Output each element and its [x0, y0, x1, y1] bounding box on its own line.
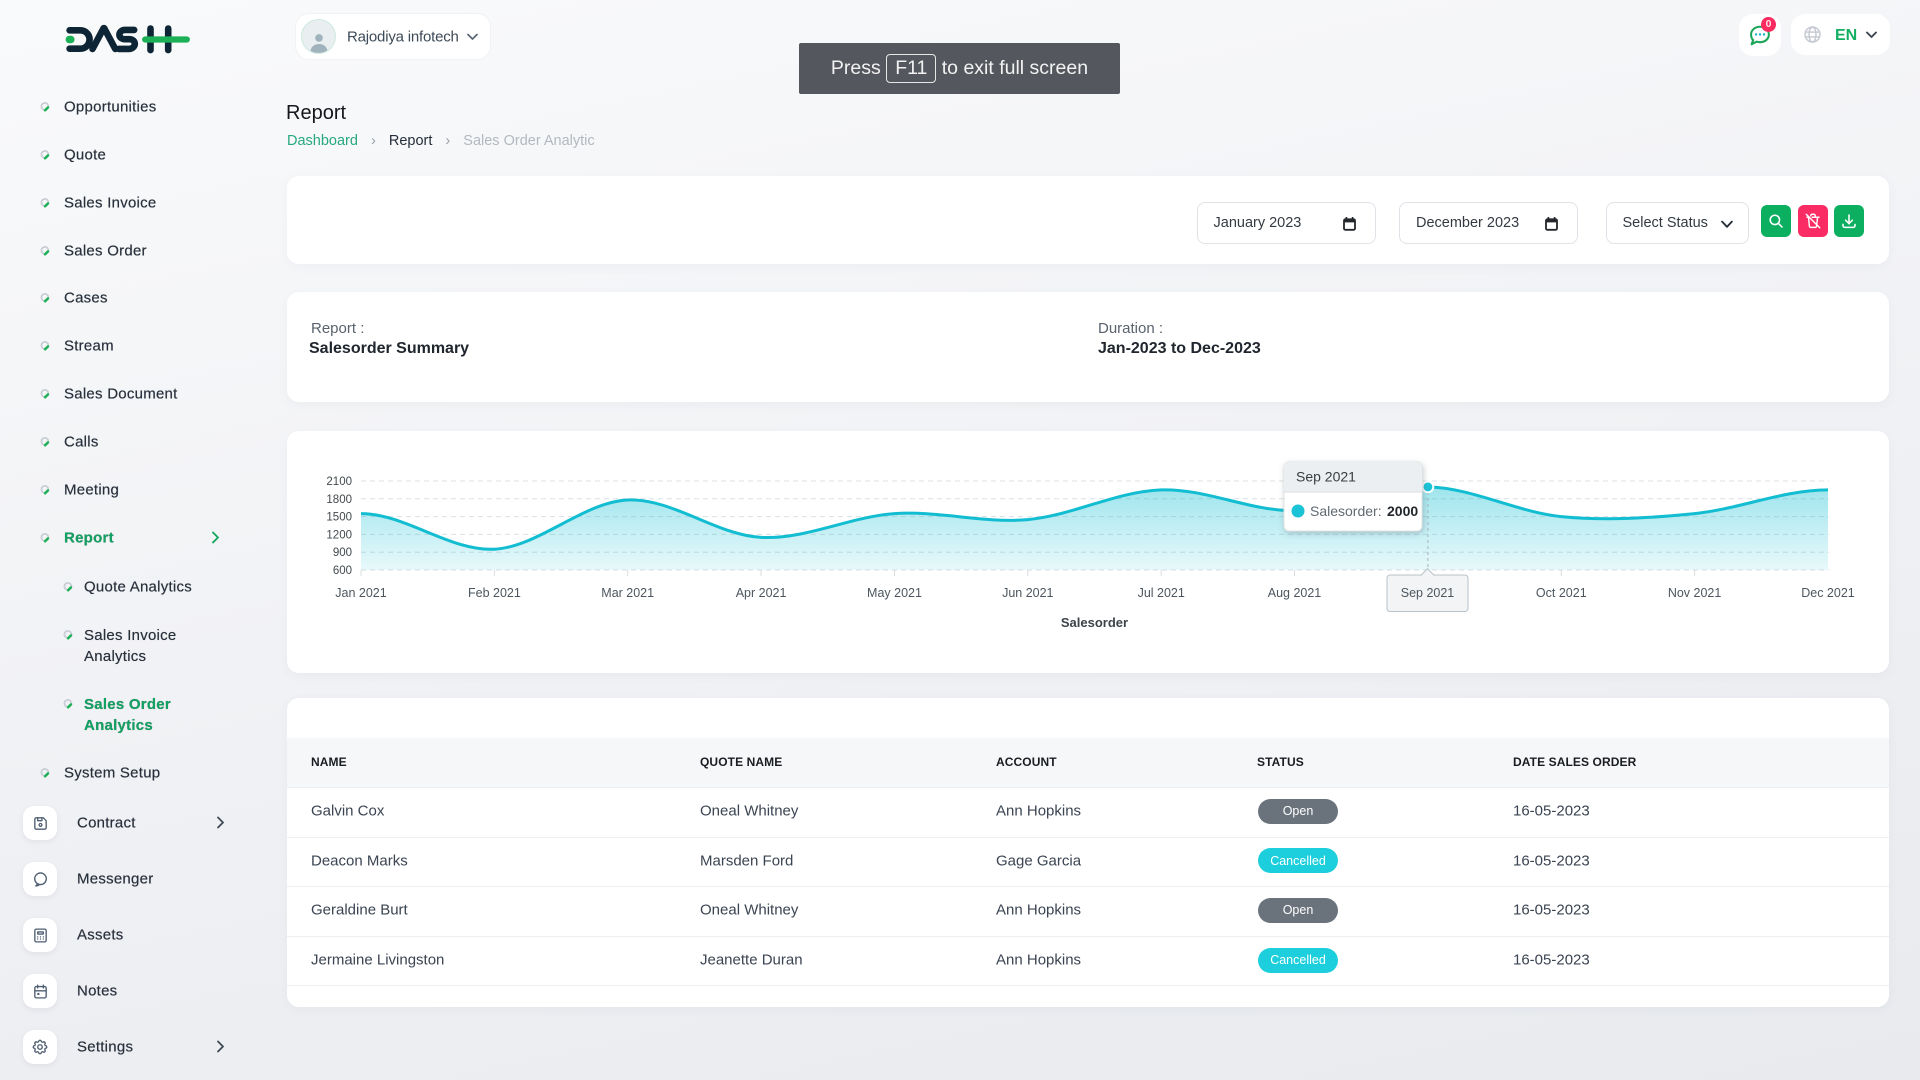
svg-text:Mar 2021: Mar 2021 [601, 586, 654, 600]
svg-text:Jul 2021: Jul 2021 [1138, 586, 1185, 600]
svg-text:1800: 1800 [326, 494, 352, 506]
svg-text:Jun 2021: Jun 2021 [1002, 586, 1053, 600]
svg-text:Sep 2021: Sep 2021 [1401, 586, 1455, 600]
svg-text:Jan 2021: Jan 2021 [335, 586, 386, 600]
svg-text:Salesorder:: Salesorder: [1310, 503, 1382, 519]
svg-text:Oct 2021: Oct 2021 [1536, 586, 1587, 600]
svg-text:1500: 1500 [326, 512, 352, 524]
svg-text:Salesorder: Salesorder [1061, 615, 1128, 630]
svg-text:2100: 2100 [326, 476, 352, 488]
svg-text:900: 900 [333, 547, 352, 559]
svg-text:Apr 2021: Apr 2021 [736, 586, 787, 600]
svg-text:Dec 2021: Dec 2021 [1801, 586, 1855, 600]
svg-text:2000: 2000 [1387, 503, 1418, 519]
svg-text:Feb 2021: Feb 2021 [468, 586, 521, 600]
svg-text:600: 600 [333, 565, 352, 577]
svg-text:Aug 2021: Aug 2021 [1268, 586, 1322, 600]
svg-text:May 2021: May 2021 [867, 586, 922, 600]
svg-text:Nov 2021: Nov 2021 [1668, 586, 1722, 600]
svg-text:1200: 1200 [326, 529, 352, 541]
svg-text:Sep 2021: Sep 2021 [1296, 469, 1356, 485]
